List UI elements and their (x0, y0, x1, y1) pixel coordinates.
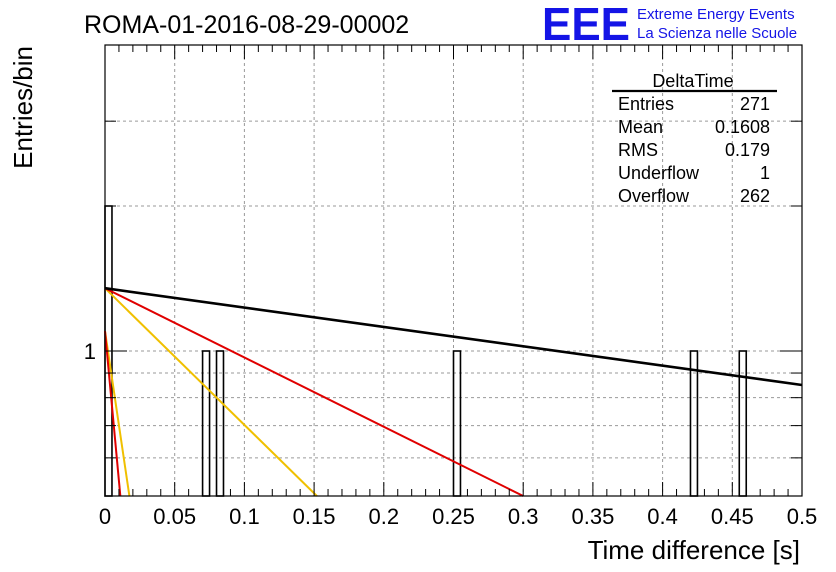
eee-logo-line1: Extreme Energy Events (637, 6, 795, 23)
stats-value: 262 (740, 186, 770, 206)
stats-value: 1 (760, 163, 770, 183)
stats-label: Overflow (618, 186, 690, 206)
x-tick-label: 0.25 (432, 504, 475, 529)
stats-rows: Entries 271 Mean 0.1608 RMS 0.179 Underflow 1 Ov… (618, 94, 770, 206)
stats-label: Entries (618, 94, 674, 114)
stats-label: Mean (618, 117, 663, 137)
eee-logo-line2: La Scienza nelle Scuole (637, 25, 797, 42)
stats-title: DeltaTime (652, 71, 733, 91)
x-axis-label: Time difference [s] (588, 535, 800, 565)
fit-line-black (104, 286, 803, 387)
x-tick-label: 0.15 (293, 504, 336, 529)
y-tick-labels: 1 (84, 339, 96, 364)
chart-title: ROMA-01-2016-08-29-00002 (84, 11, 409, 39)
x-tick-label: 0.1 (229, 504, 260, 529)
stats-label: Underflow (618, 163, 700, 183)
fit-line-red (104, 330, 122, 497)
eee-logo: EEE Extreme Energy Events La Scienza nel… (542, 0, 797, 50)
x-tick-label: 0.5 (787, 504, 818, 529)
eee-logo-text: EEE (542, 0, 630, 50)
fit-line-yellow (104, 287, 318, 497)
stats-label: RMS (618, 140, 658, 160)
y-axis-label: Entries/bin (8, 46, 38, 169)
x-tick-label: 0.35 (571, 504, 614, 529)
x-tick-label: 0.3 (508, 504, 539, 529)
x-tick-label: 0 (99, 504, 111, 529)
stats-value: 0.179 (725, 140, 770, 160)
stats-box: DeltaTime Entries 271 Mean 0.1608 RMS 0.179 Un… (612, 71, 777, 206)
fit-line-yellow (104, 330, 131, 497)
stats-value: 271 (740, 94, 770, 114)
y-tick-label: 1 (84, 339, 96, 364)
fit-line-red (104, 287, 524, 497)
stats-value: 0.1608 (715, 117, 770, 137)
x-tick-label: 0.05 (153, 504, 196, 529)
fit-lines (104, 286, 803, 497)
x-tick-label: 0.2 (369, 504, 400, 529)
x-tick-labels: 0 0.05 0.1 0.15 0.2 0.25 0.3 0.35 0.4 0.45 0.5 (99, 504, 817, 529)
axis-ticks (104, 45, 803, 496)
x-tick-label: 0.45 (711, 504, 754, 529)
x-tick-label: 0.4 (647, 504, 678, 529)
